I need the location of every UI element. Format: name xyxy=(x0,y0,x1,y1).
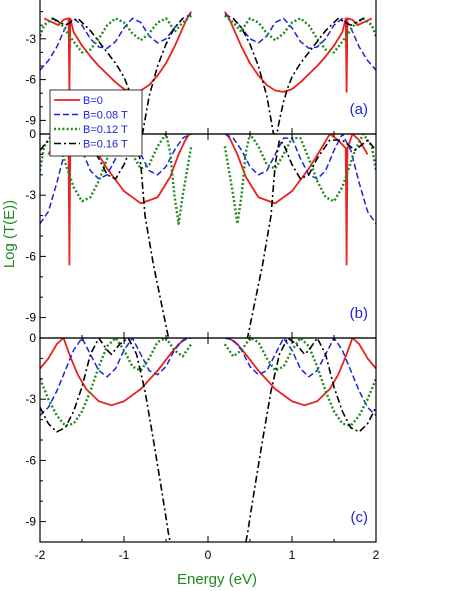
x-axis-label: Energy (eV) xyxy=(177,571,257,588)
y-tick-label: -3 xyxy=(25,392,36,406)
y-tick-label: -9 xyxy=(25,311,36,325)
legend-entry-label: B=0 xyxy=(83,95,103,107)
y-tick-label: 0 xyxy=(29,127,36,141)
x-tick-label: 1 xyxy=(289,548,296,562)
series-line-b-0-12-t-right xyxy=(224,14,376,54)
series-line-b-0-16-t-right xyxy=(232,17,364,134)
y-tick-label: 0 xyxy=(29,331,36,345)
panel-label: (c) xyxy=(351,509,369,526)
series-line-b-0-08-t-left xyxy=(40,338,192,417)
panel-label: (b) xyxy=(350,305,368,322)
y-tick-label: -9 xyxy=(25,515,36,529)
series-line-b-0-left xyxy=(40,338,188,407)
x-tick-label: 0 xyxy=(205,548,212,562)
series-line-b-0-16-t-right xyxy=(245,338,376,542)
ticks-layer: -3-6-90-3-6-90-3-6-9-2 -1 0 1 2 xyxy=(25,11,380,562)
series-line-b-0-right xyxy=(224,11,373,93)
y-tick-label: -9 xyxy=(25,113,36,127)
x-tick-label: 2 xyxy=(373,548,380,562)
y-tick-label: -6 xyxy=(25,249,36,263)
panels-layer: (a) (b) (c) xyxy=(39,0,377,543)
series-group xyxy=(40,134,376,338)
y-tick-label: -3 xyxy=(25,188,36,202)
y-tick-label: -6 xyxy=(25,453,36,467)
panel-label: (a) xyxy=(350,101,368,118)
legend-entry-label: B=0.08 T xyxy=(83,110,128,122)
legend-box xyxy=(49,89,143,157)
panel-c: (c) xyxy=(39,337,377,543)
series-line-b-0-08-t-right xyxy=(224,338,376,417)
x-tick-label: -1 xyxy=(119,548,130,562)
y-tick-label: -3 xyxy=(25,32,36,46)
x-tick-label: -2 xyxy=(35,548,46,562)
legend-entry-label: B=0.12 T xyxy=(83,124,128,136)
series-line-b-0-right xyxy=(228,338,376,407)
panel-frame xyxy=(39,133,377,339)
panel-frame xyxy=(39,337,377,543)
y-tick-label: -6 xyxy=(25,73,36,87)
series-group xyxy=(40,338,376,542)
series-line-b-0-left xyxy=(43,11,192,93)
series-line-b-0-08-t-right xyxy=(224,134,376,225)
series-line-b-0-12-t-right xyxy=(223,338,376,427)
series-line-b-0-16-t-left xyxy=(40,338,171,542)
legend: B=0 B=0.08 T B=0.12 T B=0.16 T xyxy=(49,89,143,157)
legend-entry-label: B=0.16 T xyxy=(83,139,128,151)
series-group xyxy=(40,11,376,134)
series-line-b-0-16-t-right xyxy=(245,139,376,338)
series-line-b-0-12-t-left xyxy=(40,338,193,427)
series-line-b-0-16-t-left xyxy=(52,17,184,134)
series-line-b-0-08-t-left xyxy=(40,134,192,225)
series-line-b-0-12-t-left xyxy=(40,14,192,54)
panel-b: (b) xyxy=(39,133,377,339)
series-line-b-0-right xyxy=(225,134,369,266)
y-axis-label: Log (T(E)) xyxy=(1,200,18,268)
